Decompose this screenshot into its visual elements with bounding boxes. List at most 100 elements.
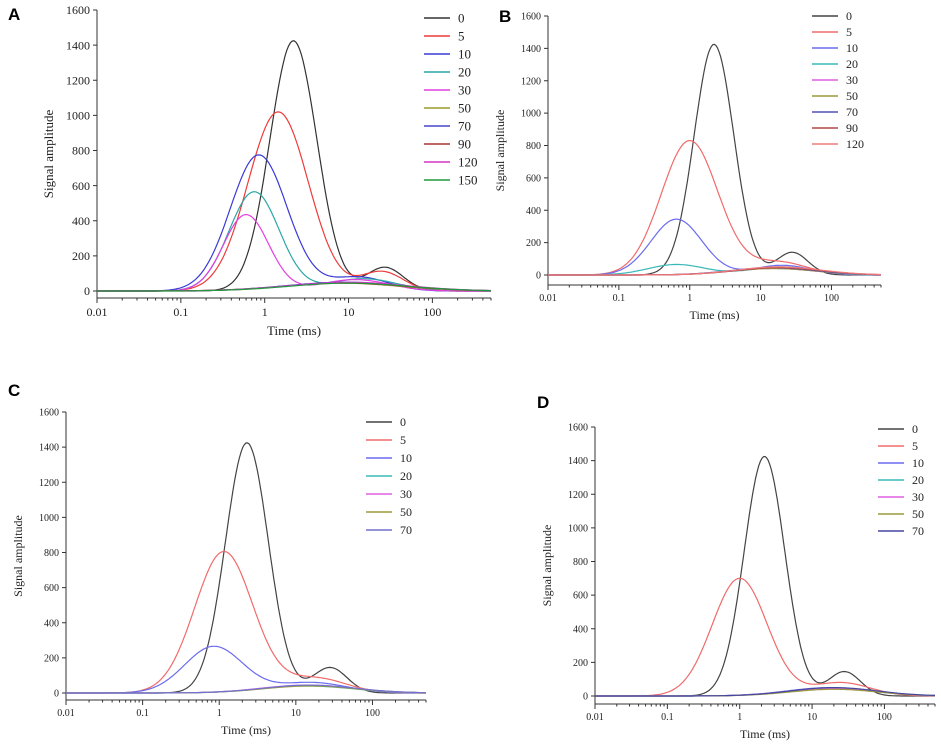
legend-label: 30 [400, 487, 412, 501]
y-tick-label: 1000 [521, 109, 541, 120]
x-tick-label: 0.1 [136, 708, 149, 719]
legend-label: 70 [400, 523, 412, 537]
x-tick-label: 100 [365, 708, 380, 719]
x-tick-label: 10 [291, 708, 301, 719]
legend-label: 5 [458, 29, 465, 44]
y-tick-label: 0 [583, 692, 588, 703]
series-line-0 [66, 442, 426, 694]
y-tick-label: 800 [72, 144, 90, 158]
y-tick-label: 1400 [521, 44, 541, 55]
x-tick-label: 0.01 [87, 305, 108, 319]
legend-label: 150 [458, 173, 478, 188]
legend-label: 5 [912, 439, 918, 453]
legend-label: 70 [458, 119, 471, 134]
y-tick-label: 200 [72, 249, 90, 263]
y-tick-label: 600 [526, 173, 541, 184]
legend-label: 50 [400, 505, 412, 519]
y-tick-label: 1200 [568, 490, 588, 501]
x-tick-label: 0.01 [586, 712, 604, 723]
y-tick-label: 400 [44, 618, 59, 629]
panel-label: A [8, 5, 20, 24]
legend-label: 30 [846, 73, 858, 87]
y-tick-label: 1000 [39, 513, 59, 524]
series-line-20 [97, 191, 491, 292]
y-axis-title: Signal amplitude [41, 110, 56, 199]
y-tick-label: 400 [72, 214, 90, 228]
legend-label: 20 [458, 65, 471, 80]
y-tick-label: 200 [573, 658, 588, 669]
panel-label: B [499, 7, 511, 26]
y-tick-label: 0 [84, 284, 90, 298]
x-tick-label: 10 [756, 293, 766, 304]
legend-label: 10 [400, 451, 412, 465]
y-tick-label: 1400 [39, 443, 59, 454]
y-tick-label: 1000 [568, 523, 588, 534]
series-line-5 [97, 111, 491, 292]
legend-label: 10 [846, 41, 858, 55]
y-tick-label: 200 [526, 238, 541, 249]
legend-label: 50 [846, 89, 858, 103]
y-tick-label: 400 [573, 624, 588, 635]
legend-label: 0 [846, 9, 852, 23]
legend-label: 0 [400, 415, 406, 429]
series-line-70 [595, 686, 935, 697]
x-tick-label: 1 [262, 305, 268, 319]
legend-label: 50 [458, 101, 471, 116]
y-tick-label: 200 [44, 653, 59, 664]
legend-label: 10 [458, 47, 471, 62]
legend-label: 120 [458, 155, 478, 170]
x-axis-title: Time (ms) [267, 323, 321, 338]
x-axis-title: Time (ms) [690, 308, 740, 322]
x-tick-label: 100 [877, 712, 892, 723]
series-line-120 [548, 266, 882, 276]
legend-label: 5 [846, 25, 852, 39]
x-tick-label: 0.01 [539, 293, 557, 304]
y-tick-label: 1600 [568, 423, 588, 434]
y-tick-label: 1400 [568, 456, 588, 467]
legend-label: 20 [846, 57, 858, 71]
series-line-150 [97, 282, 491, 292]
y-tick-label: 400 [526, 206, 541, 217]
series-line-5 [548, 140, 881, 276]
x-tick-label: 1 [217, 708, 222, 719]
y-tick-label: 1600 [521, 12, 541, 23]
y-tick-label: 1000 [66, 109, 90, 123]
legend-label: 5 [400, 433, 406, 447]
y-tick-label: 800 [44, 548, 59, 559]
legend-label: 70 [846, 105, 858, 119]
x-tick-label: 100 [824, 293, 839, 304]
y-tick-label: 0 [54, 689, 59, 700]
legend-label: 10 [912, 456, 924, 470]
y-tick-label: 1600 [39, 408, 59, 419]
y-axis-title: Signal amplitude [540, 525, 554, 607]
y-tick-label: 800 [573, 557, 588, 568]
y-tick-label: 600 [573, 591, 588, 602]
x-axis-title: Time (ms) [740, 727, 790, 741]
series-line-5 [595, 577, 935, 697]
y-tick-label: 1200 [66, 73, 90, 87]
legend-label: 90 [458, 137, 471, 152]
x-tick-label: 100 [423, 305, 441, 319]
y-axis-title: Signal amplitude [493, 110, 507, 192]
x-tick-label: 0.1 [613, 293, 626, 304]
series-line-0 [97, 40, 491, 292]
x-tick-label: 10 [343, 305, 355, 319]
series-line-0 [595, 455, 935, 697]
legend-label: 20 [912, 473, 924, 487]
x-tick-label: 0.1 [661, 712, 674, 723]
legend-label: 30 [912, 490, 924, 504]
legend-label: 120 [846, 137, 864, 151]
series-line-10 [97, 154, 491, 292]
x-tick-label: 0.1 [173, 305, 188, 319]
y-tick-label: 600 [44, 583, 59, 594]
y-tick-label: 0 [536, 271, 541, 282]
legend-label: 20 [400, 469, 412, 483]
y-tick-label: 1200 [521, 76, 541, 87]
panel-label: D [537, 393, 549, 412]
legend-label: 90 [846, 121, 858, 135]
